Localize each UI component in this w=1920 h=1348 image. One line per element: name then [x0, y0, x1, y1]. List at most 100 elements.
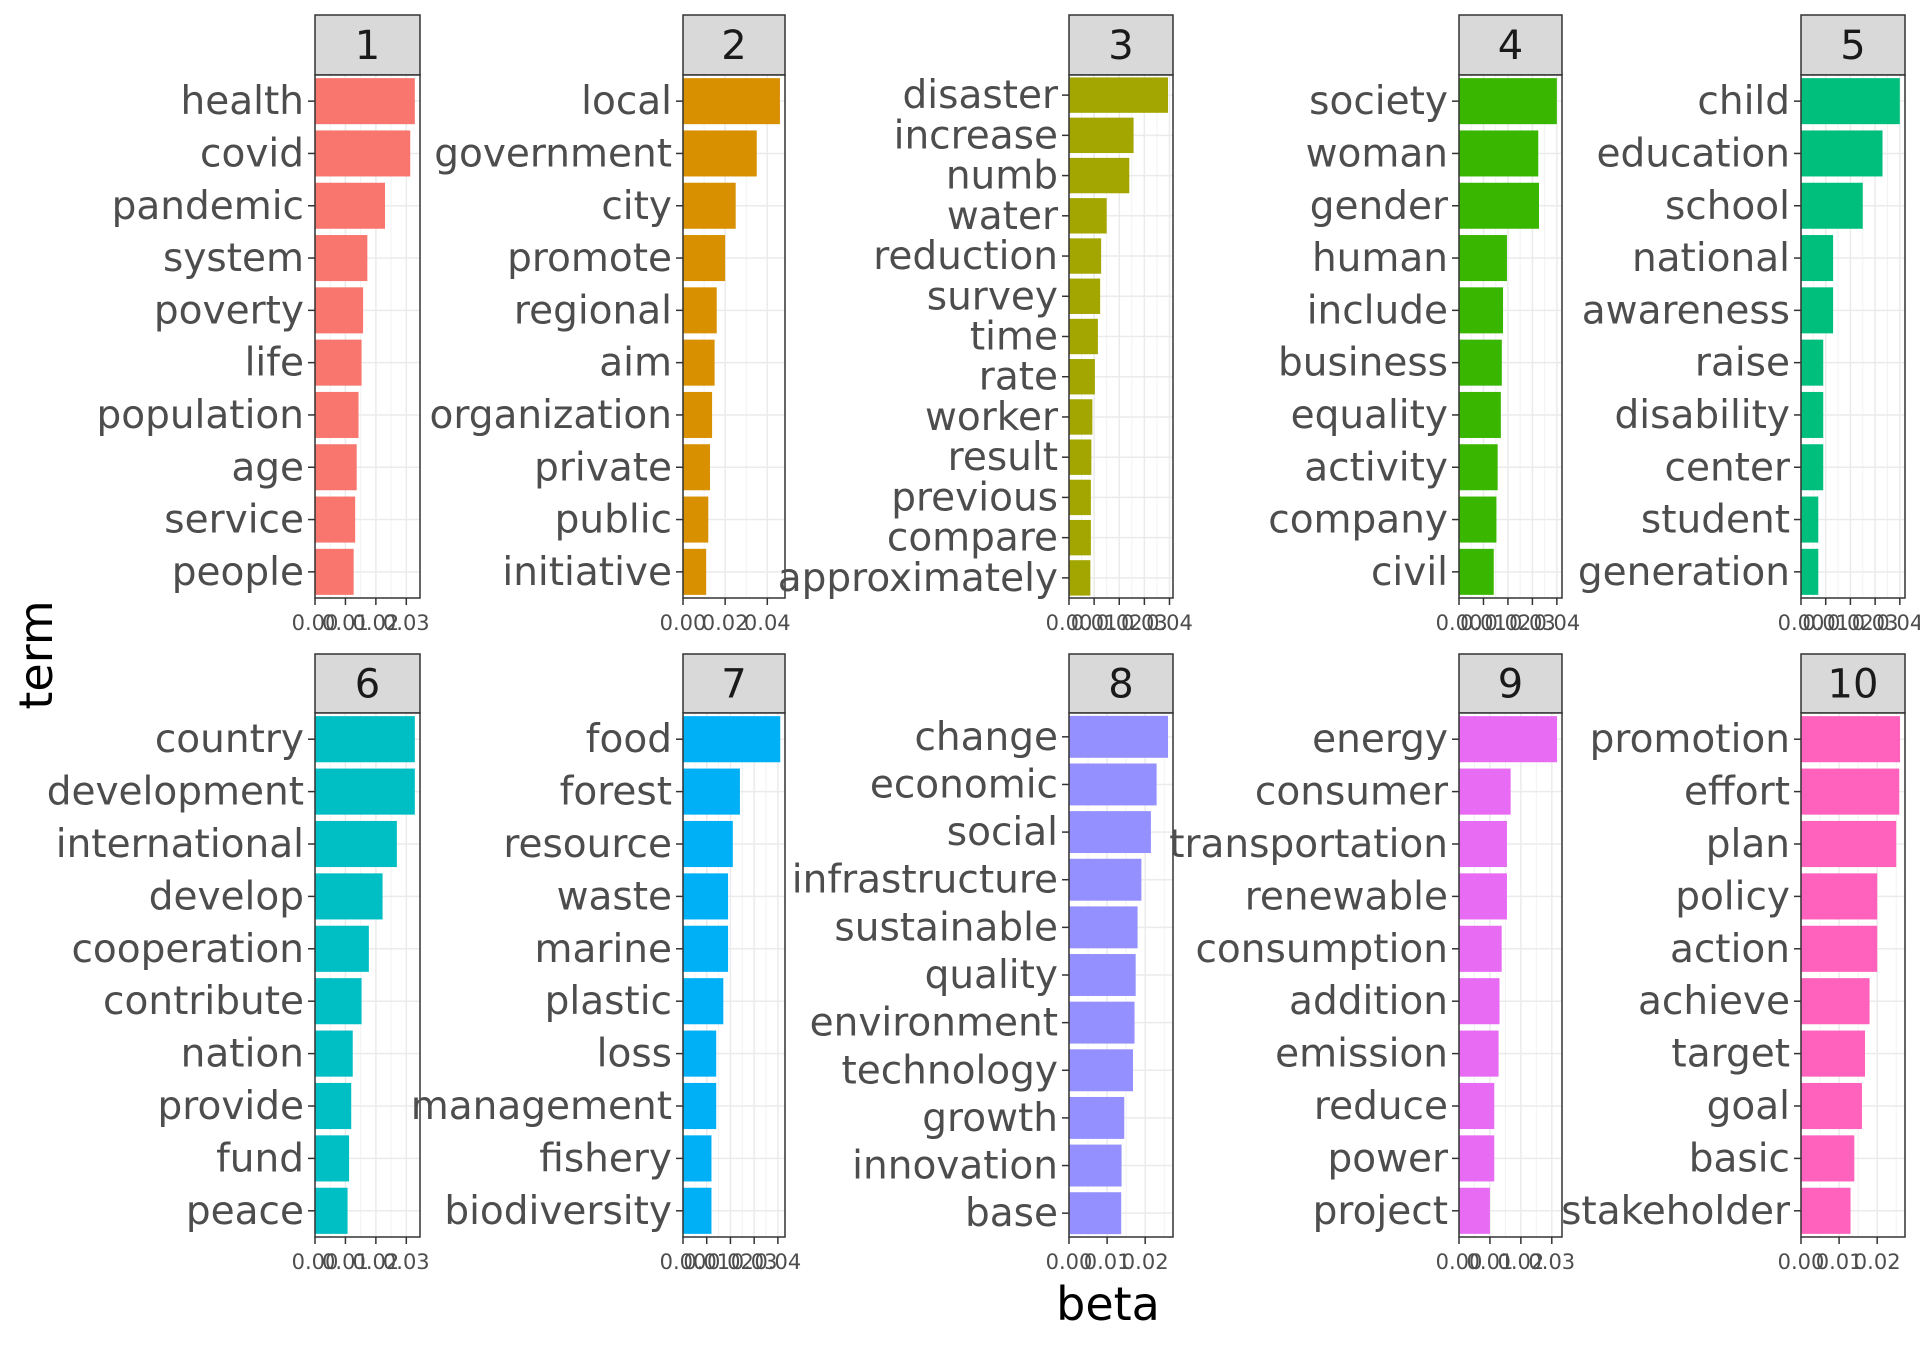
- term-label: achieve: [1638, 979, 1790, 1024]
- term-label: marine: [535, 927, 672, 972]
- term-label: public: [555, 498, 672, 543]
- term-label: private: [534, 445, 672, 490]
- term-label: city: [601, 184, 672, 229]
- bar-life: [315, 339, 362, 386]
- bar-poverty: [315, 287, 364, 334]
- x-tick-label: 0.02: [707, 1250, 754, 1274]
- term-label: system: [163, 236, 304, 281]
- term-label: include: [1307, 288, 1448, 333]
- x-tick-label: 0.03: [1852, 611, 1899, 635]
- term-label: peace: [186, 1189, 304, 1234]
- bar-plastic: [683, 978, 724, 1025]
- term-label: international: [56, 822, 304, 867]
- bar-human: [1459, 235, 1507, 282]
- panel-border: [1458, 74, 1563, 599]
- bar-reduce: [1459, 1082, 1495, 1130]
- term-label: stakeholder: [1561, 1189, 1791, 1234]
- bar-disaster: [1069, 77, 1168, 113]
- x-tick-label: 0.00: [1436, 1250, 1483, 1274]
- term-label: sustainable: [834, 905, 1058, 950]
- term-label: reduce: [1314, 1084, 1448, 1129]
- bar-plan: [1801, 820, 1897, 868]
- term-label: food: [586, 717, 672, 762]
- term-label: pandemic: [112, 184, 304, 229]
- term-label: effort: [1684, 770, 1790, 815]
- x-tick-label: 0.01: [1802, 611, 1849, 635]
- bar-covid: [315, 130, 411, 177]
- bar-national: [1801, 235, 1834, 282]
- term-label: generation: [1578, 550, 1790, 595]
- term-label: consumption: [1195, 927, 1448, 972]
- bar-approximately: [1069, 560, 1091, 596]
- bar-business: [1459, 339, 1502, 386]
- bar-student: [1801, 496, 1819, 543]
- bar-waste: [683, 873, 729, 920]
- bar-civil: [1459, 548, 1494, 595]
- bar-infrastructure: [1069, 858, 1142, 901]
- bar-peace: [315, 1187, 348, 1234]
- bar-provide: [315, 1082, 352, 1130]
- x-tick-label: 0.01: [322, 611, 369, 635]
- bar-cooperation: [315, 925, 369, 972]
- term-label: disaster: [903, 73, 1059, 118]
- term-label: initiative: [502, 550, 672, 595]
- term-label: time: [970, 315, 1058, 360]
- panel-border: [1068, 712, 1174, 1238]
- bar-target: [1801, 1030, 1865, 1077]
- term-label: quality: [925, 953, 1058, 998]
- bar-worker: [1069, 399, 1093, 435]
- bar-country: [315, 716, 415, 763]
- x-tick-label: 0.04: [755, 1250, 802, 1274]
- term-label: awareness: [1582, 288, 1790, 333]
- bar-transportation: [1459, 820, 1507, 868]
- x-tick-label: 0.03: [1528, 1250, 1575, 1274]
- y-axis-title: term: [9, 600, 63, 709]
- facet-panel-10: 10 promotion effort plan policy action achieve…: [1561, 653, 1906, 1274]
- bar-contribute: [315, 978, 362, 1025]
- x-tick-label: 0.04: [1533, 611, 1580, 635]
- term-label: innovation: [852, 1144, 1058, 1189]
- term-label: company: [1268, 498, 1448, 543]
- bar-management: [683, 1082, 717, 1130]
- facet-strip-label: 4: [1498, 23, 1523, 69]
- term-label: infrastructure: [792, 858, 1058, 903]
- term-label: equality: [1291, 393, 1448, 438]
- term-label: fund: [216, 1136, 304, 1181]
- bar-sustainable: [1069, 906, 1138, 949]
- term-label: base: [965, 1191, 1058, 1236]
- facet-strip: [1068, 14, 1174, 76]
- x-tick-label: 0.02: [702, 611, 749, 635]
- bar-basic: [1801, 1135, 1855, 1182]
- term-label: activity: [1304, 445, 1448, 490]
- bar-health: [315, 78, 415, 125]
- bar-population: [315, 391, 359, 438]
- bar-goal: [1801, 1082, 1862, 1130]
- term-label: fishery: [539, 1136, 672, 1181]
- facet-strip: [314, 653, 421, 714]
- bar-child: [1801, 78, 1900, 125]
- term-label: center: [1665, 445, 1791, 490]
- bar-growth: [1069, 1096, 1125, 1139]
- bar-survey: [1069, 278, 1101, 314]
- facet-strip-label: 8: [1108, 662, 1133, 708]
- term-label: goal: [1707, 1084, 1790, 1129]
- bar-consumer: [1459, 768, 1511, 815]
- facet-panel-8: 8 changeeconomicsocialinfrastructuresusta…: [792, 653, 1174, 1274]
- term-label: poverty: [154, 288, 304, 333]
- term-label: government: [434, 131, 672, 176]
- bar-people: [315, 548, 354, 595]
- x-tick-label: 0.01: [1071, 611, 1118, 635]
- term-label: disability: [1615, 393, 1790, 438]
- bar-develop: [315, 873, 383, 920]
- term-label: student: [1641, 498, 1790, 543]
- term-label: growth: [922, 1096, 1058, 1141]
- term-label: develop: [149, 874, 304, 919]
- term-label: civil: [1371, 550, 1448, 595]
- bar-local: [683, 78, 780, 125]
- term-label: biodiversity: [444, 1189, 672, 1234]
- term-label: woman: [1306, 131, 1448, 176]
- bar-change: [1069, 715, 1169, 758]
- term-label: technology: [841, 1048, 1058, 1093]
